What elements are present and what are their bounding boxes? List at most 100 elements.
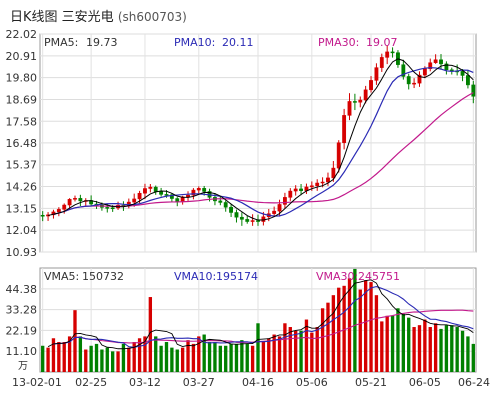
price-tick-label: 14.26 (6, 181, 38, 194)
candle-body (331, 167, 336, 179)
volume-bar (358, 289, 362, 372)
candle-body (352, 101, 357, 103)
candle-body (40, 214, 45, 217)
candle-body (143, 188, 147, 194)
vma30-label: VMA30: (316, 270, 358, 283)
volume-tick-label: 33.28 (6, 304, 38, 317)
volume-bar (175, 349, 179, 372)
price-tick-label: 20.91 (6, 50, 38, 63)
volume-bar (224, 345, 228, 372)
volume-bar (180, 347, 185, 372)
candle-body (261, 216, 266, 222)
volume-bar (202, 334, 206, 372)
vma5-value: 150732 (82, 270, 124, 283)
candle-body (78, 198, 83, 202)
volume-bar (94, 343, 99, 372)
volume-bar (105, 347, 109, 372)
vma10-line (53, 285, 474, 348)
volume-bar (100, 349, 104, 372)
volume-tick-label: 22.19 (6, 324, 38, 337)
candle-body (277, 204, 282, 212)
volume-bar (154, 336, 158, 372)
candle-body (293, 188, 298, 192)
volume-bar (347, 278, 352, 372)
vma10-value: 195174 (216, 270, 258, 283)
volume-bar (326, 302, 330, 372)
x-tick-label: 13-02-01 (12, 376, 62, 389)
volume-bar (218, 345, 222, 372)
candle-body (175, 198, 180, 202)
candle-body (369, 80, 373, 91)
vma10-label: VMA10: (174, 270, 216, 283)
candle-body (202, 188, 207, 192)
price-indicator-legend: PMA5: 19.73 PMA10: 20.11 PMA30: 19.07 (44, 36, 398, 49)
volume-bar (267, 338, 271, 372)
candle-body (148, 186, 153, 189)
volume-bar (460, 330, 465, 372)
candles (40, 45, 476, 226)
candle-body (245, 219, 250, 222)
candle-body (234, 212, 239, 218)
candle-body (164, 194, 169, 196)
pma30-label: PMA30: (318, 36, 359, 49)
candle-body (401, 64, 406, 77)
volume-bar (41, 345, 45, 372)
volume-bar (444, 325, 449, 372)
candle-body (153, 186, 158, 192)
x-tick-label: 03-27 (183, 376, 215, 389)
volume-bar (46, 347, 50, 372)
candle-body (299, 188, 303, 191)
x-tick-label: 02-25 (75, 376, 107, 389)
candle-body (56, 209, 61, 213)
volume-bar (363, 280, 368, 372)
volume-bar (159, 345, 163, 372)
candle-body (422, 68, 427, 76)
candle-body (73, 198, 77, 200)
stock-name: 三安光电 (61, 10, 114, 25)
volume-bar (283, 323, 287, 372)
volume-bar (369, 282, 373, 372)
candle-body (412, 82, 417, 85)
volume-bar (191, 343, 196, 372)
volume-bar (299, 330, 303, 372)
volume-bar (148, 297, 153, 372)
volume-bar (84, 349, 88, 372)
pma5-line (47, 58, 474, 221)
volume-bar (116, 351, 120, 372)
candle-body (67, 199, 72, 206)
x-tick-label: 05-06 (296, 376, 328, 389)
chart-title: 日K线图 三安光电 (sh600703) (10, 6, 187, 25)
volume-bar (412, 327, 416, 372)
candle-body (288, 190, 293, 198)
volume-tick-label: 11.10 (6, 345, 38, 358)
candle-body (320, 181, 325, 184)
price-tick-label: 18.69 (6, 93, 38, 106)
volume-bar (127, 347, 131, 372)
x-tick-label: 06-24 (458, 376, 490, 389)
candle-body (272, 210, 277, 214)
volume-bar (245, 343, 249, 372)
volume-bar (396, 308, 400, 372)
candle-body (460, 71, 465, 76)
volume-bar (342, 285, 346, 372)
volume-bar (294, 330, 298, 372)
candle-body (315, 182, 320, 187)
volume-bar (380, 321, 384, 372)
volume-bar (229, 343, 233, 372)
pma5-value: 19.73 (86, 36, 118, 49)
volume-bar (213, 342, 217, 372)
volume-bar (73, 310, 77, 372)
candle-body (439, 59, 443, 65)
price-moving-averages (47, 58, 474, 221)
volume-bar (164, 342, 169, 372)
candle-body (256, 220, 260, 222)
price-tick-label: 13.15 (6, 202, 38, 215)
volume-bar (353, 268, 357, 372)
candle-body (282, 197, 287, 205)
candle-body (309, 185, 314, 188)
volume-bar (439, 328, 443, 372)
candle-body (374, 67, 379, 81)
candle-body (191, 189, 196, 196)
pma30-line (64, 92, 474, 212)
